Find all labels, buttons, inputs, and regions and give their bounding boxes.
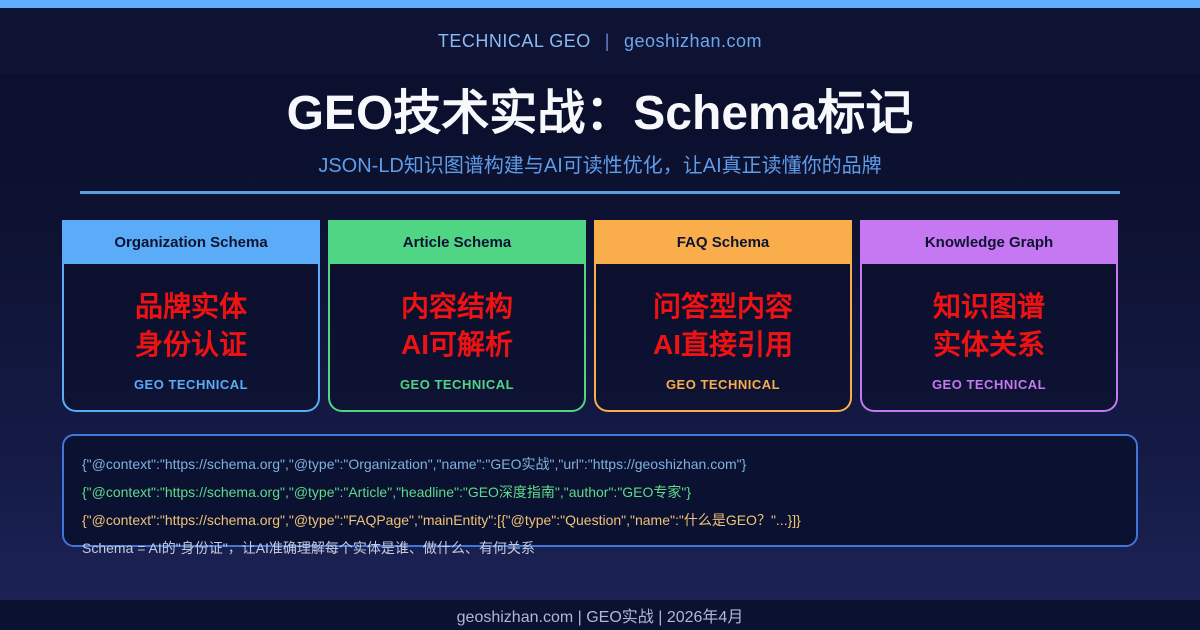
card-tag: GEO TECHNICAL <box>931 377 1047 392</box>
card-tag: GEO TECHNICAL <box>399 377 515 392</box>
json-ld-code-block: {"@context":"https://schema.org","@type"… <box>62 434 1138 556</box>
card-organization-schema: Organization Schema 品牌实体 身份认证 GEO TECHNI… <box>62 220 320 412</box>
card-benefit-line2: AI直接引用 <box>652 329 793 360</box>
card-benefit-text: 品牌实体 身份认证 <box>135 288 247 364</box>
title-divider <box>80 191 1120 194</box>
card-benefit-text: 知识图谱 实体关系 <box>933 288 1045 364</box>
footer-text: geoshizhan.com | GEO实战 | 2026年4月 <box>456 609 744 626</box>
card-header: FAQ Schema <box>594 220 852 264</box>
code-line-faqpage: {"@context":"https://schema.org","@type"… <box>82 512 801 528</box>
card-benefit-line1: 品牌实体 <box>134 291 247 322</box>
code-caption: Schema = AI的"身份证"，让AI准确理解每个实体是谁、做什么、有何关系 <box>82 540 535 556</box>
card-body: 内容结构 AI可解析 GEO TECHNICAL <box>328 264 586 412</box>
card-body: 品牌实体 身份认证 GEO TECHNICAL <box>62 264 320 412</box>
card-article-schema: Article Schema 内容结构 AI可解析 GEO TECHNICAL <box>328 220 586 412</box>
card-benefit-text: 问答型内容 AI直接引用 <box>653 288 793 364</box>
card-faq-schema: FAQ Schema 问答型内容 AI直接引用 GEO TECHNICAL <box>594 220 852 412</box>
footer: geoshizhan.com | GEO实战 | 2026年4月 <box>0 600 1200 630</box>
page-subtitle: JSON-LD知识图谱构建与AI可读性优化，让AI真正读懂你的品牌 <box>318 155 882 177</box>
page-title: GEO技术实战：Schema标记 <box>286 87 914 140</box>
header-separator: | <box>604 31 610 51</box>
card-knowledge-graph: Knowledge Graph 知识图谱 实体关系 GEO TECHNICAL <box>860 220 1118 412</box>
card-body: 知识图谱 实体关系 GEO TECHNICAL <box>860 264 1118 412</box>
site-domain: geoshizhan.com <box>623 31 763 51</box>
card-benefit-line1: 问答型内容 <box>652 291 793 322</box>
card-header: Knowledge Graph <box>860 220 1118 264</box>
schema-cards-row: Organization Schema 品牌实体 身份认证 GEO TECHNI… <box>62 220 1118 412</box>
card-benefit-line1: 内容结构 <box>400 291 513 322</box>
card-header: Article Schema <box>328 220 586 264</box>
card-benefit-line1: 知识图谱 <box>932 291 1045 322</box>
card-header: Organization Schema <box>62 220 320 264</box>
card-body: 问答型内容 AI直接引用 GEO TECHNICAL <box>594 264 852 412</box>
card-benefit-line2: 实体关系 <box>932 329 1045 360</box>
header-band: TECHNICAL GEO | geoshizhan.com <box>0 8 1200 75</box>
top-accent-bar <box>0 0 1200 8</box>
card-benefit-text: 内容结构 AI可解析 <box>401 288 513 364</box>
card-benefit-line2: AI可解析 <box>400 329 513 360</box>
code-line-organization: {"@context":"https://schema.org","@type"… <box>82 456 747 472</box>
card-tag: GEO TECHNICAL <box>665 377 781 392</box>
card-benefit-line2: 身份认证 <box>134 329 247 360</box>
card-tag: GEO TECHNICAL <box>133 377 249 392</box>
brand-name: TECHNICAL GEO <box>437 31 591 51</box>
code-line-article: {"@context":"https://schema.org","@type"… <box>82 484 692 500</box>
